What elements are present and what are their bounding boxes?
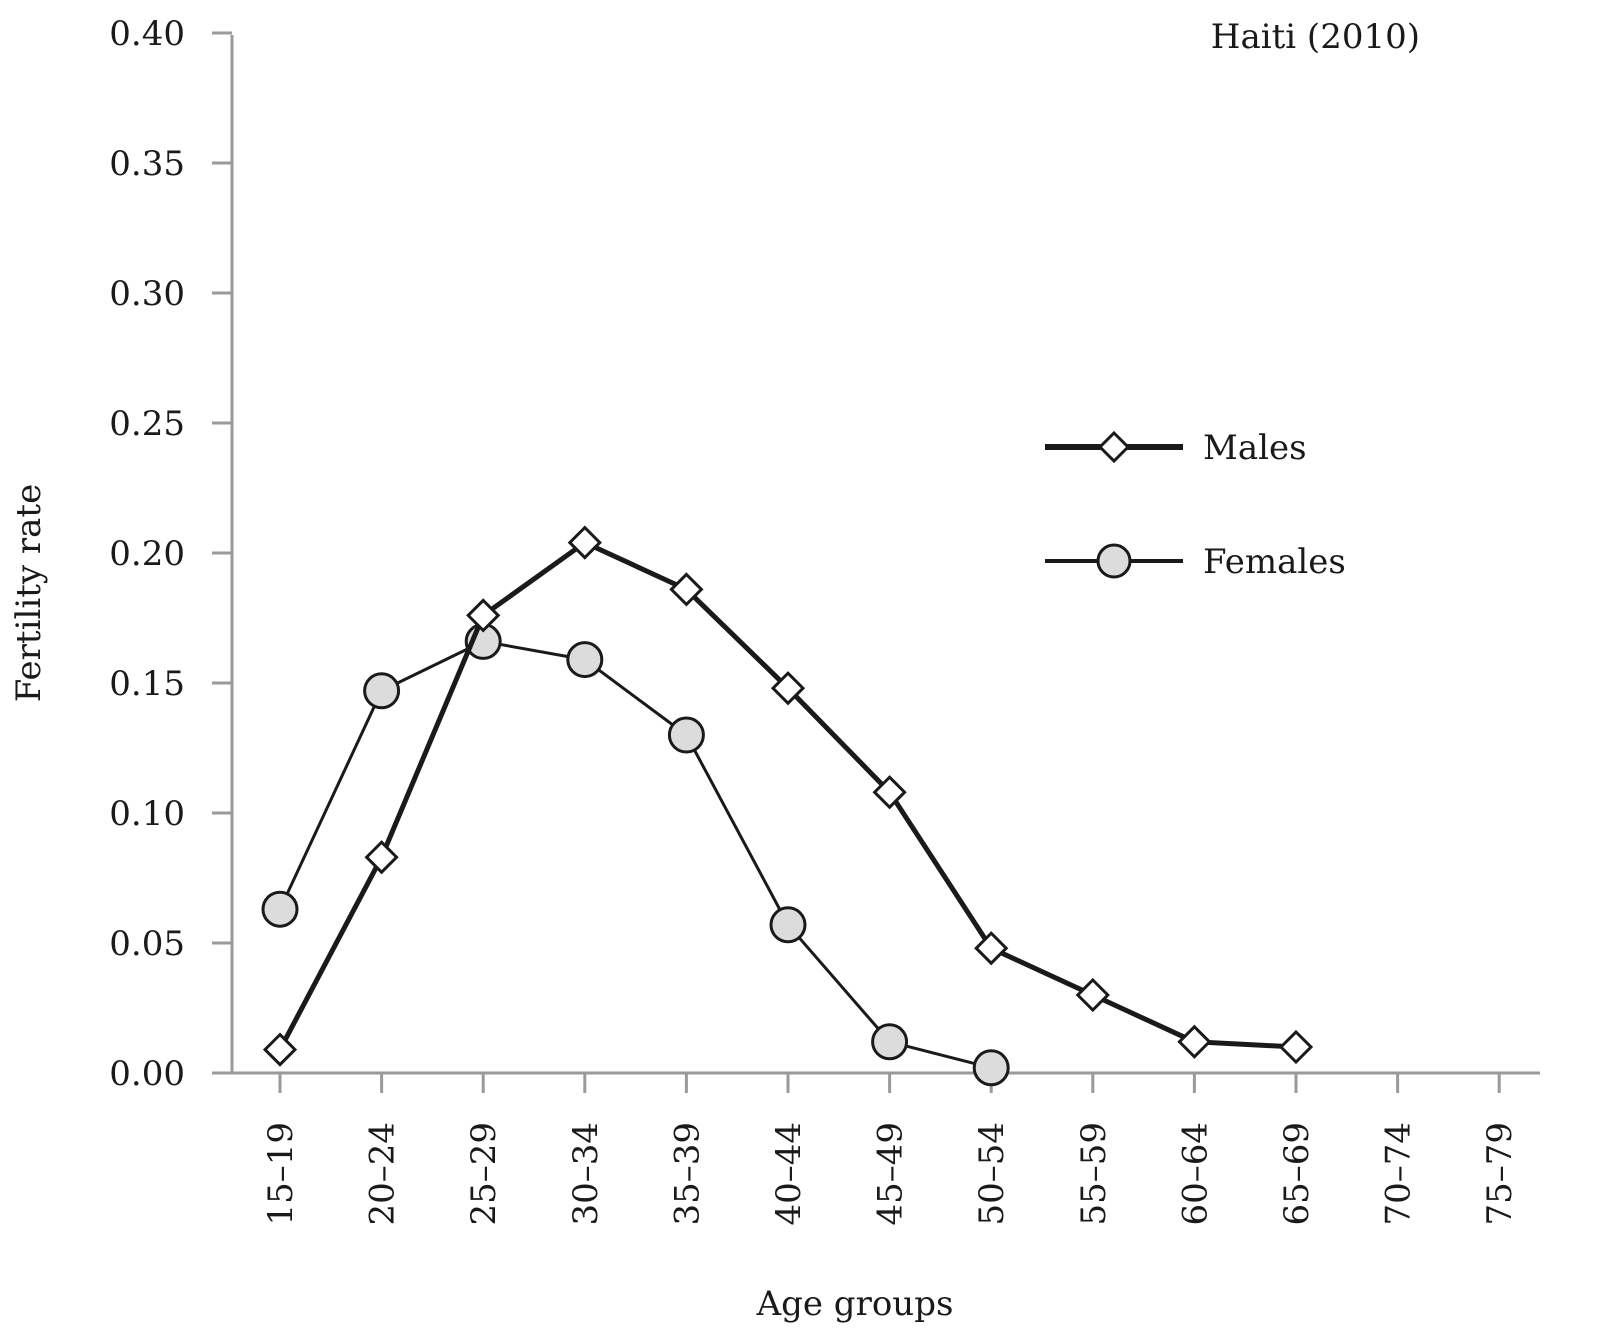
data-point-males	[974, 931, 1009, 966]
legend-item-males: Males	[1045, 428, 1307, 468]
x-tick-label: 25–29	[464, 1122, 504, 1226]
legend-item-females: Females	[1045, 542, 1346, 582]
data-point-females	[972, 1049, 1010, 1087]
x-tick-label: 30–34	[566, 1122, 606, 1226]
data-point-males	[1075, 977, 1110, 1013]
legend-label-females: Females	[1203, 542, 1346, 582]
y-tick-label: 0.15	[109, 664, 185, 704]
data-point-males	[262, 1032, 298, 1067]
legend-diamond-marker	[1097, 430, 1131, 464]
x-tick-label: 65–69	[1277, 1122, 1317, 1226]
y-axis-label: Fertility rate	[9, 484, 49, 702]
x-tick-label: 70–74	[1379, 1122, 1419, 1226]
data-point-males	[872, 775, 907, 810]
y-tick-label: 0.35	[109, 144, 185, 184]
x-tick-label: 60–64	[1175, 1122, 1215, 1226]
x-tick-label: 75–79	[1480, 1122, 1520, 1226]
series-line-females	[278, 639, 992, 1070]
y-tick-label: 0.30	[109, 274, 185, 314]
legend-circle-marker	[1096, 543, 1132, 579]
x-ticks: 15–19 20–24 25–29 30–34 35–39 40–44 45–49 50–54…	[261, 1073, 1520, 1226]
y-tick-label: 0.10	[109, 794, 185, 834]
x-tick-label: 40–44	[769, 1122, 809, 1226]
series-line-males	[277, 540, 1297, 1051]
y-tick-label: 0.05	[109, 924, 185, 964]
data-point-males	[770, 671, 806, 706]
data-point-males	[1278, 1029, 1314, 1065]
data-point-females	[261, 890, 299, 928]
x-tick-label: 55–59	[1074, 1122, 1114, 1226]
data-point-females	[769, 906, 807, 944]
data-point-females	[566, 641, 604, 679]
data-point-females	[871, 1023, 909, 1061]
y-tick-label: 0.25	[109, 404, 185, 444]
x-tick-label: 20–24	[363, 1122, 403, 1226]
x-tick-label: 50–54	[972, 1122, 1012, 1226]
chart-annotation: Haiti (2010)	[1211, 17, 1420, 57]
data-point-males	[364, 840, 399, 875]
data-point-males	[1177, 1024, 1212, 1059]
data-point-females	[363, 672, 401, 710]
legend-label-males: Males	[1203, 428, 1307, 468]
x-tick-label: 35–39	[667, 1122, 707, 1226]
data-point-males	[466, 598, 501, 633]
x-axis-label: Age groups	[756, 1284, 954, 1324]
y-tick-label: 0.00	[109, 1054, 185, 1094]
legend: Males Females	[1045, 428, 1346, 582]
data-point-males	[669, 572, 704, 607]
series-layer	[261, 525, 1314, 1087]
x-tick-label: 45–49	[871, 1122, 911, 1226]
y-tick-label: 0.40	[109, 14, 185, 54]
x-tick-label: 15–19	[261, 1122, 301, 1226]
y-ticks: 0.00 0.05 0.10 0.15 0.20 0.25 0.30 0.35 0.40	[109, 14, 232, 1094]
y-tick-label: 0.20	[109, 534, 185, 574]
data-point-females	[667, 716, 705, 754]
data-point-males	[567, 525, 602, 560]
